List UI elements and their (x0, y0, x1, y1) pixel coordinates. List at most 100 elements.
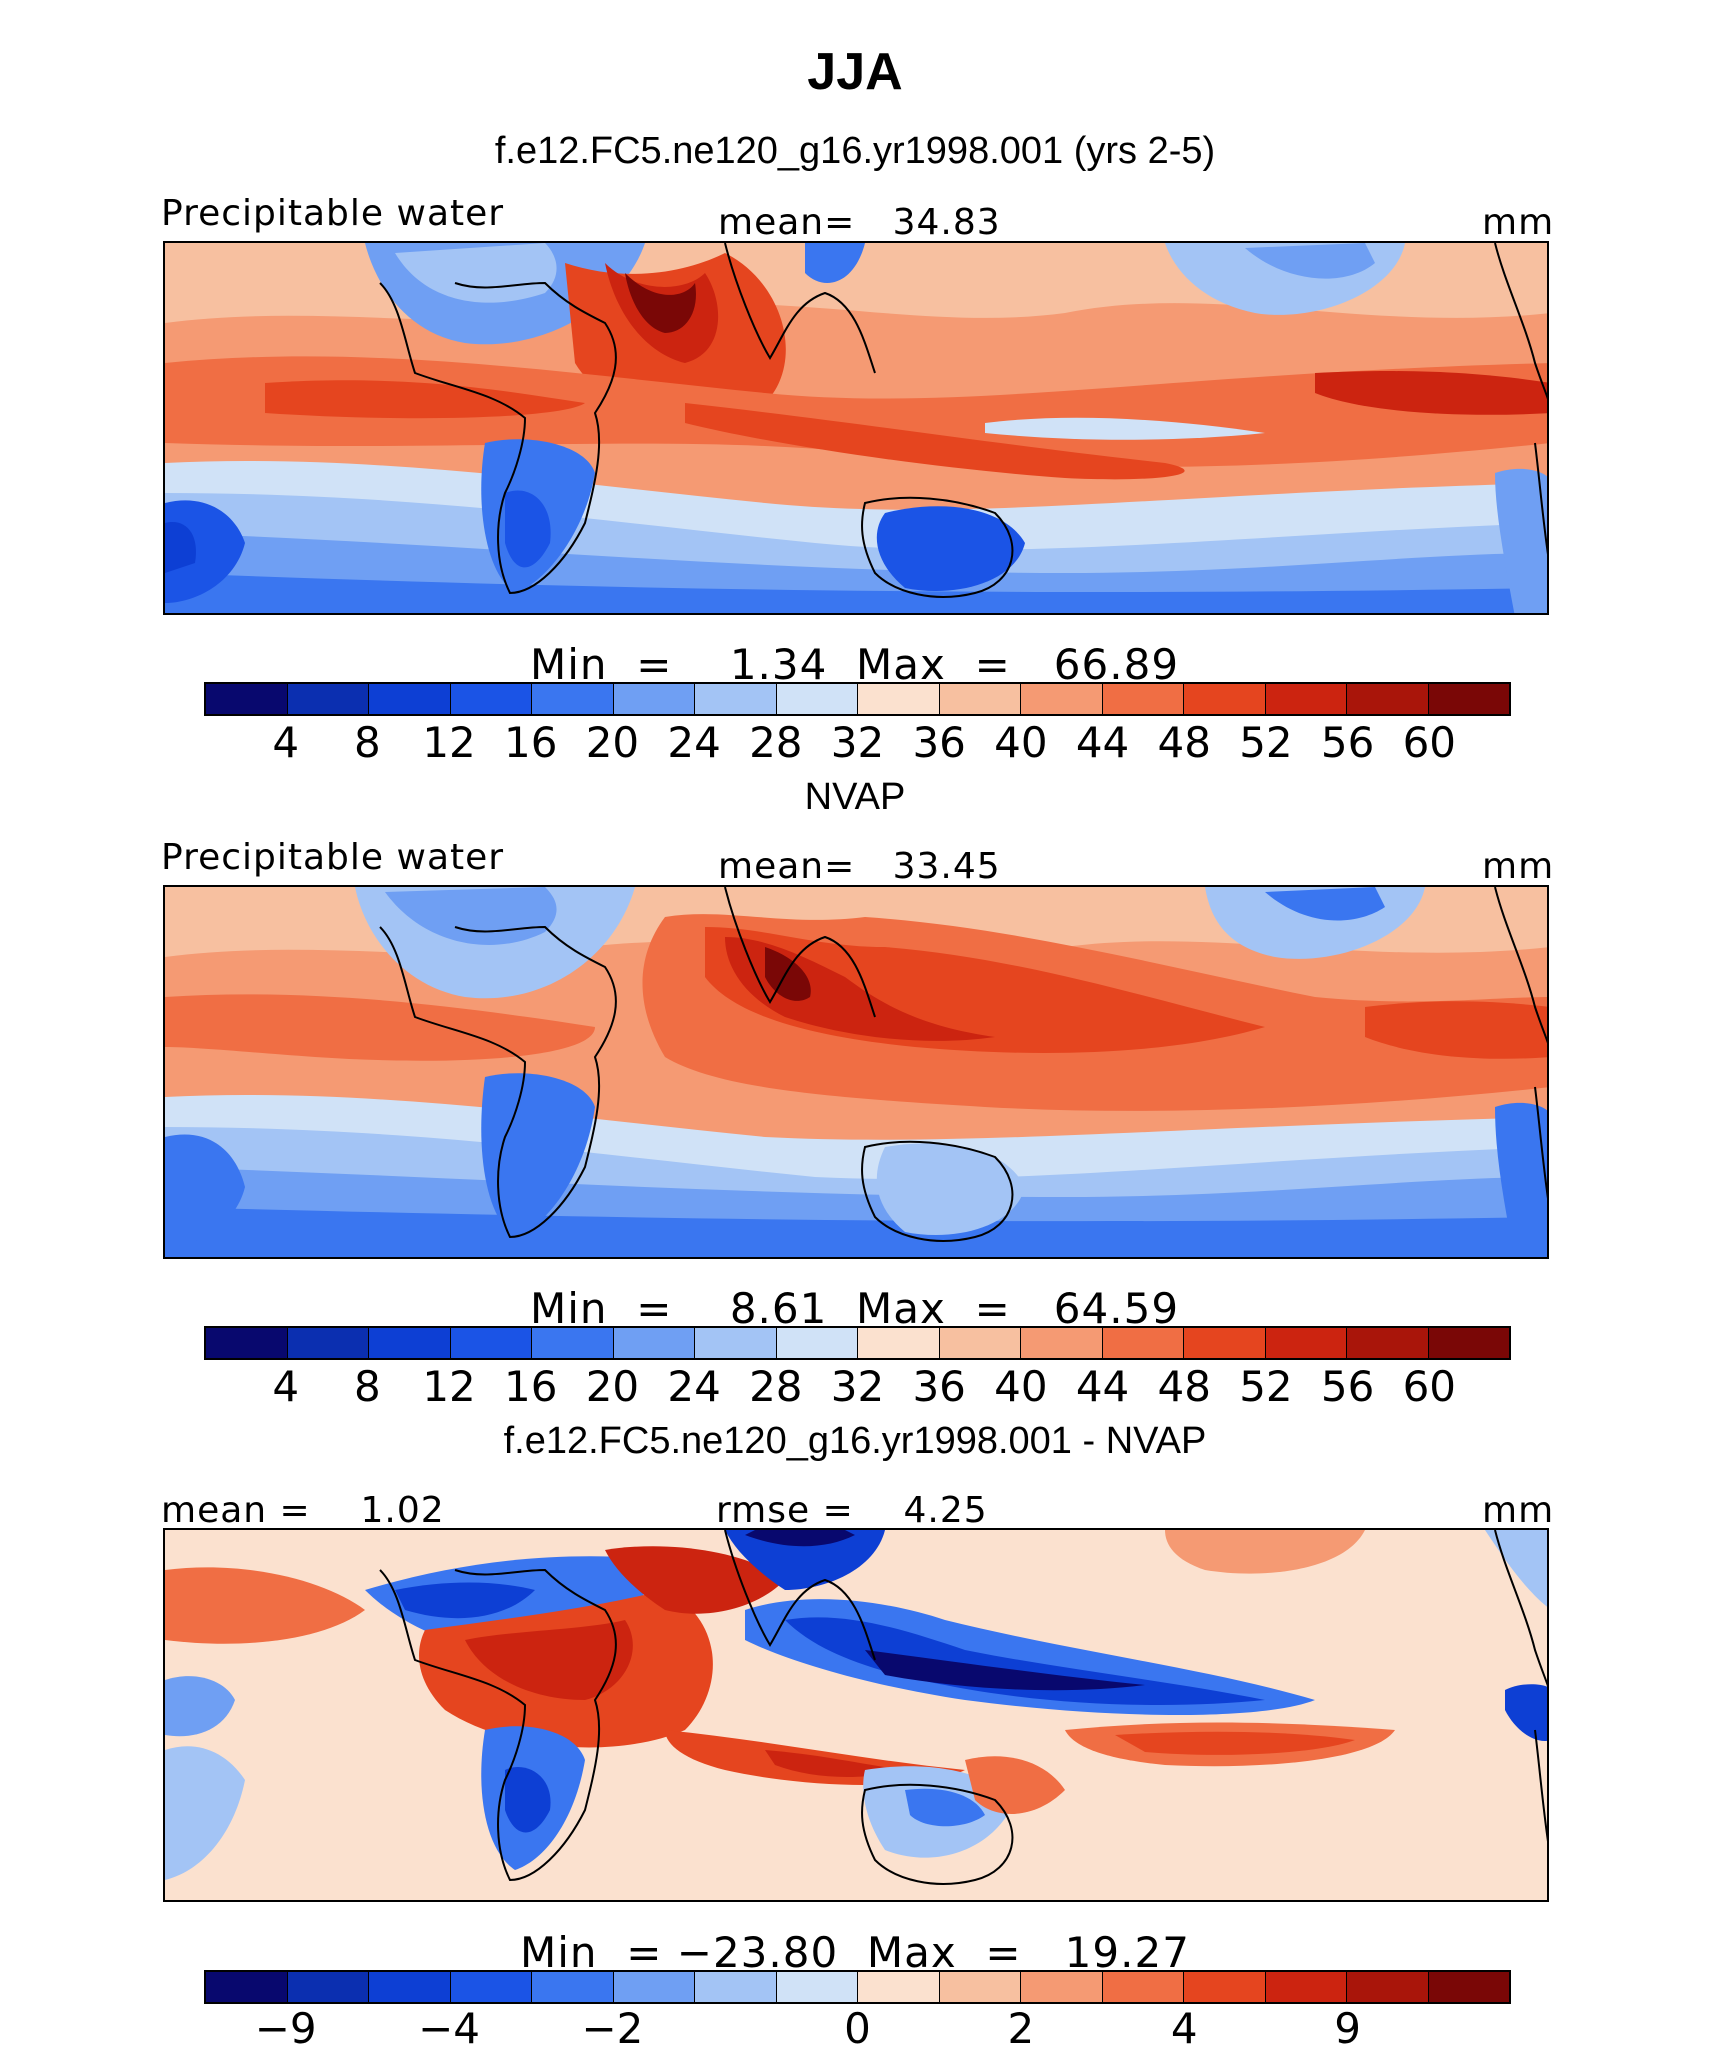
colorbar-tick-label: 20 (585, 718, 640, 767)
colorbar-tick-label: 24 (667, 718, 721, 767)
colorbar-tick-label: 12 (422, 718, 476, 767)
colorbar-tick-label: −4 (418, 2004, 481, 2053)
colorbar-segment (695, 1328, 777, 1358)
panel-1-colorbar (204, 682, 1511, 716)
colorbar-tick-label: −9 (254, 2004, 317, 2053)
panel-1-variable-label: Precipitable water (161, 193, 505, 234)
panel-2-heading: NVAP (804, 776, 906, 818)
colorbar-segment (287, 684, 369, 714)
colorbar-segment (1347, 684, 1429, 714)
panel-2-map (163, 885, 1549, 1259)
panel-1-heading: f.e12.FC5.ne120_g16.yr1998.001 (yrs 2-5) (494, 130, 1216, 172)
colorbar-segment (450, 1972, 532, 2002)
panel-2-mean-label: mean= 33.45 (718, 846, 1001, 887)
panel-1-mean-label: mean= 34.83 (718, 202, 1001, 243)
colorbar-segment (1102, 1972, 1184, 2002)
colorbar-tick-label: 48 (1157, 1362, 1211, 1411)
colorbar-segment (206, 1972, 288, 2002)
panel-3-colorbar-ticks: −9 −4 −2 0 2 4 9 (204, 2004, 1511, 2053)
colorbar-segment (450, 1328, 532, 1358)
colorbar-tick-label: 28 (749, 1362, 803, 1411)
colorbar-tick-label: 28 (749, 718, 803, 767)
colorbar-segment (858, 684, 940, 714)
colorbar-tick-label: 32 (830, 1362, 885, 1411)
colorbar-tick-label: 40 (994, 718, 1048, 767)
colorbar-tick-label: 4 (272, 1362, 300, 1411)
colorbar-segment (939, 684, 1021, 714)
colorbar-tick-label: 40 (994, 1362, 1048, 1411)
colorbar-tick-label: 24 (667, 1362, 721, 1411)
colorbar-tick-label: 44 (1075, 1362, 1130, 1411)
colorbar-tick-label: 20 (585, 1362, 640, 1411)
colorbar-tick-label: 16 (504, 1362, 558, 1411)
colorbar-segment (287, 1972, 369, 2002)
figure-title: JJA (807, 43, 903, 101)
colorbar-segment (369, 684, 451, 714)
colorbar-segment (532, 1328, 614, 1358)
colorbar-segment (776, 1328, 858, 1358)
colorbar-segment (776, 684, 858, 714)
panel-2-variable-label: Precipitable water (161, 837, 505, 878)
colorbar-tick-label: 8 (354, 718, 381, 767)
colorbar-segment (1428, 1328, 1509, 1358)
colorbar-segment (1347, 1328, 1429, 1358)
colorbar-tick-label: 9 (1334, 2004, 1361, 2053)
colorbar-segment (858, 1328, 940, 1358)
colorbar-tick-label: 44 (1075, 718, 1130, 767)
panel-3-map-field (165, 1530, 1547, 1900)
colorbar-segment (1184, 1328, 1266, 1358)
colorbar-segment (939, 1972, 1021, 2002)
colorbar-tick-label: 52 (1239, 1362, 1293, 1411)
panel-2-minmax: Min = 8.61 Max = 64.59 (530, 1284, 1180, 1333)
panel-1-map-field (165, 243, 1547, 613)
colorbar-segment (613, 1328, 695, 1358)
colorbar-segment (1021, 684, 1103, 714)
panel-3-rmse-label: rmse = 4.25 (716, 1490, 988, 1531)
panel-1-map (163, 241, 1549, 615)
colorbar-segment (858, 1972, 940, 2002)
colorbar-segment (532, 684, 614, 714)
colorbar-tick-label: 2 (1007, 2004, 1035, 2053)
colorbar-segment (1184, 684, 1266, 714)
colorbar-segment (1265, 1328, 1347, 1358)
colorbar-segment (1265, 1972, 1347, 2002)
panel-1-colorbar-ticks: 4 8 12 16 20 24 28 32 36 40 44 48 52 56 60 (204, 718, 1511, 767)
panel-3-colorbar (204, 1970, 1511, 2004)
colorbar-segment (1021, 1972, 1103, 2002)
colorbar-tick-label: 32 (830, 718, 885, 767)
colorbar-tick-label: 60 (1402, 718, 1457, 767)
panel-3-map (163, 1528, 1549, 1902)
colorbar-tick-label: 4 (1170, 2004, 1198, 2053)
panel-2-map-field (165, 887, 1547, 1257)
colorbar-segment (695, 684, 777, 714)
colorbar-segment (450, 684, 532, 714)
colorbar-tick-label: 56 (1320, 718, 1375, 767)
colorbar-tick-label: 4 (272, 718, 300, 767)
panel-3-heading: f.e12.FC5.ne120_g16.yr1998.001 - NVAP (503, 1420, 1207, 1462)
colorbar-segment (287, 1328, 369, 1358)
colorbar-tick-label: 52 (1239, 718, 1293, 767)
panel-2-colorbar (204, 1326, 1511, 1360)
panel-3-minmax: Min = −23.80 Max = 19.27 (520, 1928, 1190, 1977)
colorbar-segment (1184, 1972, 1266, 2002)
colorbar-tick-label: 60 (1402, 1362, 1457, 1411)
colorbar-segment (1428, 684, 1509, 714)
colorbar-segment (206, 684, 288, 714)
panel-2-units-label: mm (1482, 846, 1555, 887)
colorbar-segment (1102, 684, 1184, 714)
colorbar-segment (1265, 684, 1347, 714)
panel-2-colorbar-ticks: 4 8 12 16 20 24 28 32 36 40 44 48 52 56 60 (204, 1362, 1511, 1411)
colorbar-segment (613, 1972, 695, 2002)
panel-3-units-label: mm (1482, 1490, 1555, 1531)
colorbar-tick-label: 36 (912, 1362, 966, 1411)
colorbar-segment (369, 1972, 451, 2002)
colorbar-tick-label: 12 (422, 1362, 476, 1411)
colorbar-segment (369, 1328, 451, 1358)
colorbar-tick-label: −2 (581, 2004, 644, 2053)
panel-1-units-label: mm (1482, 202, 1555, 243)
colorbar-segment (695, 1972, 777, 2002)
colorbar-segment (532, 1972, 614, 2002)
colorbar-tick-label: 16 (504, 718, 558, 767)
panel-1-minmax: Min = 1.34 Max = 66.89 (530, 640, 1180, 689)
colorbar-tick-label: 48 (1157, 718, 1211, 767)
